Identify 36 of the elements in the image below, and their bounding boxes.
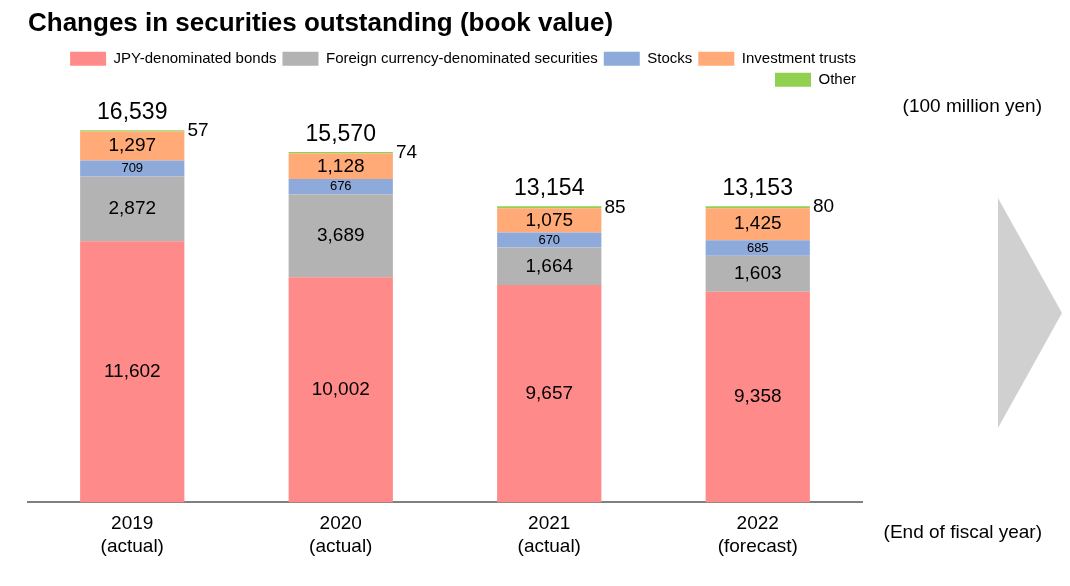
data-label: 9,358 <box>733 385 782 407</box>
data-label: 11,602 <box>103 360 161 382</box>
data-label: 1,297 <box>108 134 157 156</box>
legend-label: Stocks <box>647 48 693 66</box>
data-label: 676 <box>329 178 352 194</box>
data-label: 85 <box>604 195 626 217</box>
text: (End of fiscal year) <box>883 520 1042 542</box>
x-tick-label: 2019 (actual) <box>100 512 164 556</box>
text: (100 million yen) <box>902 95 1042 117</box>
data-label: 685 <box>746 239 769 255</box>
data-label: 80 <box>812 195 835 217</box>
data-label: 670 <box>538 231 561 247</box>
x-tick-label: 2021 (actual) <box>517 512 581 556</box>
total-label: 13,153 <box>722 174 793 201</box>
legend-label: JPY-denominated bonds <box>113 48 277 66</box>
data-label: 9,657 <box>525 381 574 403</box>
data-label: 2,872 <box>108 197 157 219</box>
x-tick-label: 2020 (actual) <box>309 512 373 556</box>
data-label: 10,002 <box>311 378 370 400</box>
data-label: 1,128 <box>316 154 365 176</box>
legend-label: Other <box>818 69 856 87</box>
data-label: 1,603 <box>733 261 782 283</box>
data-label: 1,664 <box>525 254 574 276</box>
data-label: 74 <box>395 140 418 162</box>
legend-label: Investment trusts <box>741 48 857 66</box>
data-label: 1,075 <box>525 208 574 230</box>
data-label: 3,689 <box>316 223 365 245</box>
chart-title: Changes in securities outstanding (book value) <box>28 6 614 37</box>
total-label: 16,539 <box>97 97 168 124</box>
data-label: 57 <box>187 119 209 141</box>
data-label: 1,425 <box>733 212 782 234</box>
legend-label: Foreign currency-denominated securities <box>325 48 598 66</box>
total-label: 13,154 <box>514 174 585 201</box>
x-tick-label: 2022 (forecast) <box>717 512 798 556</box>
data-label: 709 <box>121 160 144 176</box>
total-label: 15,570 <box>305 119 376 146</box>
